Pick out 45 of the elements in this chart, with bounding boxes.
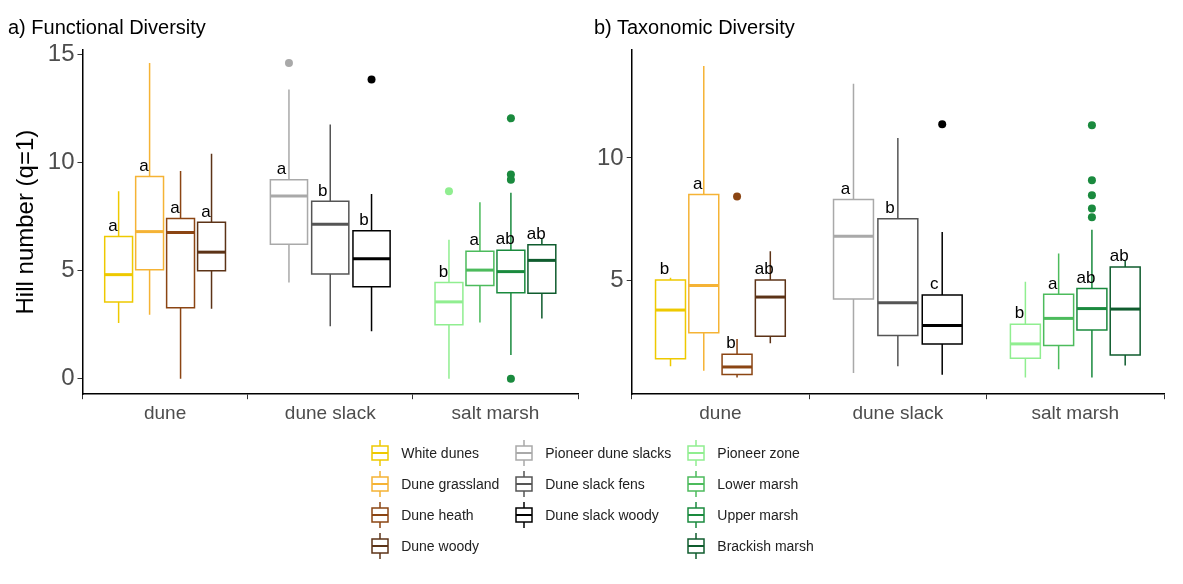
annotation: ab	[1109, 246, 1129, 266]
legend-label: Dune woody	[401, 538, 480, 554]
legend-label: White dunes	[401, 445, 480, 461]
legend-label: Dune slack woody	[545, 507, 659, 523]
y-tick-label: 0	[61, 363, 75, 391]
legend-label: Pioneer dune slacks	[545, 445, 672, 461]
annotation: b	[318, 180, 328, 200]
annotation: b	[359, 209, 369, 229]
y-tick-label: 15	[47, 38, 75, 66]
annotation: ab	[526, 223, 546, 243]
annotation: b	[1014, 303, 1025, 323]
y-tick-label: 10	[596, 142, 624, 170]
annotation: a	[108, 215, 119, 235]
legend-label: Dune grassland	[401, 476, 500, 492]
y-axis-title: Hill number (q=1)	[11, 129, 39, 315]
x-tick-label: dune	[143, 401, 187, 423]
chart-title: b) Taxonomic Diversity	[594, 15, 795, 38]
annotation: a	[469, 230, 480, 250]
annotation: b	[726, 333, 736, 353]
annotation: a	[276, 158, 287, 178]
annotation: b	[659, 259, 670, 279]
annotation: a	[693, 173, 704, 193]
annotation: b	[438, 261, 449, 281]
annotation: a	[1047, 273, 1058, 293]
y-tick-label: 5	[61, 255, 75, 283]
y-tick-label: 5	[610, 265, 624, 293]
annotation: a	[139, 155, 150, 175]
y-tick-label: 10	[47, 147, 75, 175]
x-tick-label: salt marsh	[451, 401, 540, 423]
legend-label: Pioneer zone	[717, 445, 800, 461]
legend-label: Dune slack fens	[545, 476, 645, 492]
x-tick-label: salt marsh	[1031, 401, 1120, 423]
annotation: a	[840, 178, 851, 198]
x-tick-label: dune slack	[852, 401, 944, 423]
annotation: a	[170, 197, 181, 217]
legend-label: Brackish marsh	[717, 538, 814, 554]
annotation: b	[885, 197, 895, 217]
x-tick-label: dune slack	[284, 401, 377, 423]
legend-label: Upper marsh	[717, 507, 799, 523]
legend-label: Dune heath	[401, 507, 474, 523]
x-tick-label: dune	[699, 401, 742, 423]
chart-title: a) Functional Diversity	[8, 15, 206, 38]
legend-label: Lower marsh	[717, 476, 799, 492]
annotation: a	[201, 201, 212, 221]
annotation: c	[929, 274, 939, 294]
